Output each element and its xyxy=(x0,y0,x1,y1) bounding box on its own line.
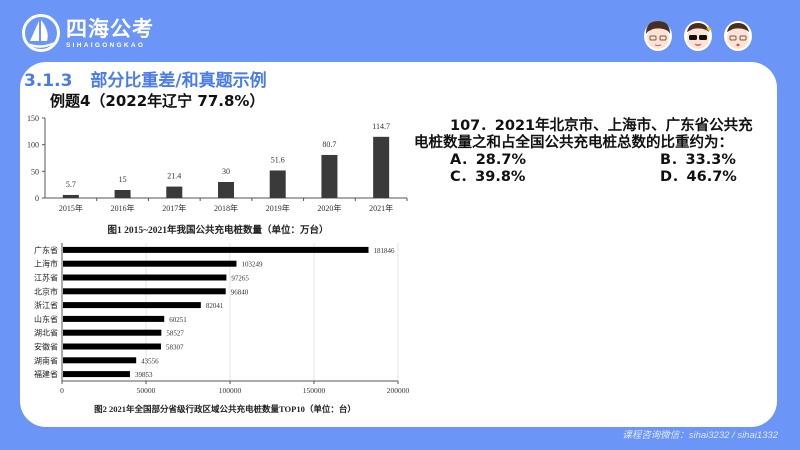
chart2-value-label: 103249 xyxy=(241,261,263,269)
chart1-y-tick-label: 150 xyxy=(27,114,39,123)
chart2-category-label: 安徽省 xyxy=(34,342,58,352)
chart2-bar xyxy=(63,274,227,281)
brand-name-en: SIHAIGONGKAO xyxy=(66,41,146,49)
chart2-value-label: 97265 xyxy=(231,275,249,283)
chart1-value-label: 15 xyxy=(119,175,127,184)
avatar-group xyxy=(641,18,755,52)
chart2-category-label: 广东省 xyxy=(34,245,58,255)
chart2-category-label: 浙江省 xyxy=(34,300,58,310)
chart1-y-tick-label: 100 xyxy=(27,141,39,150)
chart1-category-label: 2017年 xyxy=(162,203,186,213)
brand-name-cn: 四海公考 xyxy=(66,16,154,41)
chart2-category-label: 北京市 xyxy=(34,286,58,296)
chart1-category-label: 2021年 xyxy=(369,203,393,213)
chart1-category-label: 2020年 xyxy=(317,203,341,213)
chart1-value-label: 51.6 xyxy=(271,155,285,164)
chart2-category-label: 福建省 xyxy=(34,369,58,379)
chart2-category-label: 湖北省 xyxy=(34,328,58,338)
question-line-2: 电桩数量之和占全国公共充电桩总数的比重约为： xyxy=(414,135,733,151)
chart2-bar xyxy=(63,302,201,309)
question-block: 107．2021年北京市、上海市、广东省公共充 电桩数量之和占全国公共充电桩总数… xyxy=(414,118,794,186)
chart2-value-label: 96840 xyxy=(231,288,249,296)
chart2-category-label: 山东省 xyxy=(34,314,58,324)
example-title: 例题4（2022年辽宁 77.8%） xyxy=(50,92,265,110)
chart2-x-tick-label: 0 xyxy=(60,386,64,395)
chart2-value-label: 58307 xyxy=(166,344,184,352)
chart2-x-tick-label: 200000 xyxy=(387,386,410,395)
avatar-sunglasses-icon xyxy=(684,21,712,51)
chart1-y-tick-label: 0 xyxy=(35,194,39,203)
chart2-bar xyxy=(63,357,137,364)
chart2-x-tick-label: 100000 xyxy=(219,386,242,395)
chart1-value-label: 30 xyxy=(222,167,230,176)
section-title-text: 部分比重差/和真题示例 xyxy=(90,71,267,91)
sailboat-logo-icon xyxy=(22,14,60,52)
question-line-1: 107．2021年北京市、上海市、广东省公共充 xyxy=(450,118,753,134)
chart2-bar xyxy=(63,343,161,350)
chart1-value-label: 5.7 xyxy=(66,180,76,189)
chart1-value-label: 21.4 xyxy=(167,172,181,181)
avatar-angry-glasses-icon xyxy=(724,21,752,51)
avatar-glasses-icon xyxy=(644,21,672,51)
chart2-title: 图2 2021年全国部分省级行政区域公共充电桩数量TOP10（单位：台） xyxy=(94,404,356,414)
chart1-bar xyxy=(373,136,390,198)
chart1-category-label: 2015年 xyxy=(59,203,83,213)
option-c[interactable]: C．39.8% xyxy=(450,169,526,185)
chart2-category-label: 湖南省 xyxy=(34,355,58,365)
chart2-value-label: 181846 xyxy=(374,247,396,255)
section-title: 3.1.3 部分比重差/和真题示例 xyxy=(24,66,267,91)
chart1-category-label: 2016年 xyxy=(111,203,135,213)
chart2-value-label: 60251 xyxy=(169,316,187,324)
chart2-bar xyxy=(63,371,130,378)
chart2-value-label: 39853 xyxy=(135,371,153,379)
option-b[interactable]: B．33.3% xyxy=(660,152,736,168)
brand-logo: 四海公考 SIHAIGONGKAO xyxy=(22,14,154,52)
chart2-category-label: 上海市 xyxy=(34,259,58,269)
chart2-bar xyxy=(63,288,226,295)
chart1-category-label: 2019年 xyxy=(266,203,290,213)
chart1-bar xyxy=(218,182,234,198)
chart2-bar xyxy=(63,315,165,322)
chart1-value-label: 114.7 xyxy=(372,122,390,131)
chart1-bar xyxy=(269,170,286,198)
chart2-value-label: 58527 xyxy=(166,330,184,338)
chart2-x-tick-label: 150000 xyxy=(303,386,326,395)
chart1-y-tick-label: 50 xyxy=(31,167,39,176)
chart1-bar xyxy=(321,154,338,198)
chart1-bar xyxy=(62,194,79,198)
answer-options: A．28.7% B．33.3% C．39.8% D．46.7% xyxy=(414,152,794,186)
option-a[interactable]: A．28.7% xyxy=(450,152,527,168)
chart2-bar xyxy=(63,260,237,267)
chart1-category-label: 2018年 xyxy=(214,203,238,213)
chart2-category-label: 江苏省 xyxy=(34,273,58,283)
chart1-title: 图1 2015~2021年我国公共充电桩数量（单位：万台） xyxy=(107,224,328,236)
chart1-value-label: 80.7 xyxy=(322,140,336,149)
section-number: 3.1.3 xyxy=(24,71,73,91)
chart2-x-tick-label: 50000 xyxy=(137,386,156,395)
chart1-bar xyxy=(114,190,131,198)
chart2-bar xyxy=(63,246,369,253)
chart2-value-label: 82041 xyxy=(206,302,224,310)
option-d[interactable]: D．46.7% xyxy=(660,169,737,185)
chart2-bar xyxy=(63,329,162,336)
contact-footer: 课程咨询微信：sihai3232 / sihai1332 xyxy=(622,430,778,441)
chart2-value-label: 43556 xyxy=(141,357,159,365)
chart1-bar xyxy=(166,186,183,198)
